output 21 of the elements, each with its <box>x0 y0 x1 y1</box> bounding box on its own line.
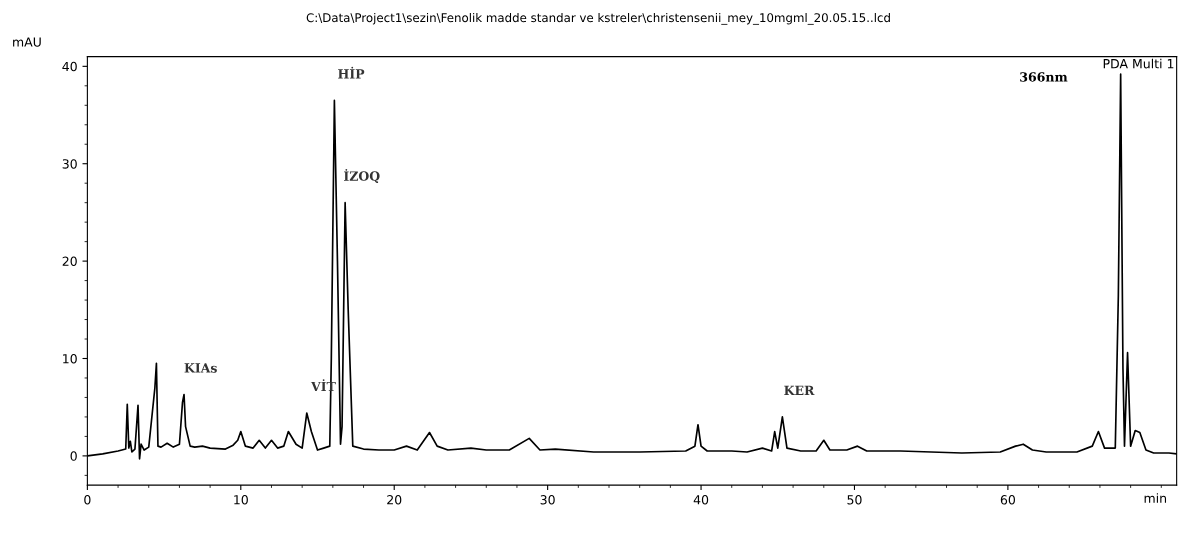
y-axis-title: mAU <box>13 37 41 47</box>
annotation: HİP <box>338 66 365 79</box>
x-tick-label: 30 <box>540 495 555 505</box>
x-tick-label: 10 <box>234 495 248 505</box>
chart-title: C:\Data\Project1\sezin\Fenolik madde standar ve kstreler\christensenii_mey_10mgml_20.05.15..lcd <box>306 12 890 25</box>
x-tick-label: 60 <box>1000 495 1016 505</box>
y-tick-label: 0 <box>70 451 77 461</box>
annotation: KIAs <box>184 363 217 373</box>
annotation: İZOQ <box>344 168 380 183</box>
x-tick-label: 40 <box>693 495 709 505</box>
x-tick-label: 50 <box>847 495 862 505</box>
x-axis-title: min <box>1144 493 1167 503</box>
annotation: PDA Multi 1 <box>1103 58 1174 69</box>
y-tick-label: 10 <box>63 353 77 364</box>
x-tick-label: 0 <box>84 495 91 505</box>
x-tick-label: 20 <box>387 495 402 505</box>
y-tick-label: 20 <box>62 256 77 267</box>
y-tick-label: 40 <box>62 61 77 72</box>
annotation: KER <box>784 385 815 395</box>
y-tick-label: 30 <box>62 159 77 169</box>
annotation: 366nm <box>1020 72 1068 82</box>
